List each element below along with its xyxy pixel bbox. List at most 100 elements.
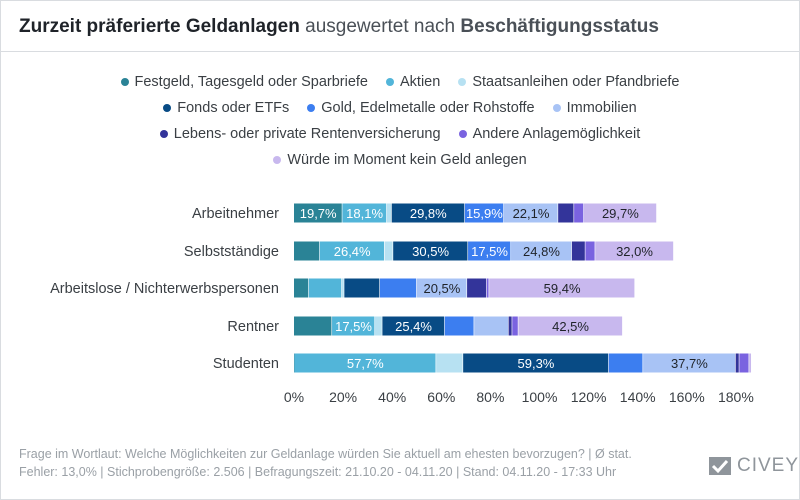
bar-segment bbox=[294, 203, 342, 223]
bar-segment bbox=[436, 353, 463, 373]
bar-segment bbox=[463, 353, 609, 373]
bar-segment bbox=[503, 203, 558, 223]
bar-segment bbox=[382, 316, 445, 336]
bar-segment bbox=[344, 278, 380, 298]
legend-item-andere: Andere Anlagemöglichkeit bbox=[458, 126, 641, 142]
legend-row-2: Fonds oder ETFs Gold, Edelmetalle oder R… bbox=[1, 100, 799, 116]
bar-segment bbox=[341, 278, 344, 298]
data-label: 26,4% bbox=[334, 244, 371, 259]
civey-logo: CIVEY bbox=[709, 455, 799, 477]
x-tick-label: 100% bbox=[522, 389, 558, 405]
bar-segment bbox=[294, 278, 309, 298]
legend-label: Fonds oder ETFs bbox=[177, 100, 290, 116]
bar-segment bbox=[486, 278, 489, 298]
legend-dot-icon bbox=[273, 156, 282, 164]
bar-segment bbox=[468, 241, 511, 261]
bar-segment bbox=[416, 278, 467, 298]
data-label: 17,5% bbox=[471, 244, 508, 259]
bar-segment bbox=[489, 278, 635, 298]
data-label: 29,7% bbox=[602, 206, 639, 221]
stacked-bar-chart: Arbeitnehmer 19,7% 18,1% 29,8% 15,9% 22,1% 29,… bbox=[50, 203, 754, 405]
legend-row-3: Lebens- oder private Rentenversicherung … bbox=[1, 126, 799, 142]
bar-segment bbox=[319, 241, 384, 261]
bar-segment bbox=[558, 203, 574, 223]
title-group: Beschäftigungsstatus bbox=[460, 16, 659, 37]
data-label: 59,4% bbox=[544, 281, 581, 296]
legend-dot-icon bbox=[307, 104, 316, 112]
bar-segment bbox=[508, 316, 512, 336]
data-label: 32,0% bbox=[616, 244, 653, 259]
x-tick-label: 60% bbox=[427, 389, 455, 405]
legend-item-aktien: Aktien bbox=[386, 74, 440, 90]
legend-label: Andere Anlagemöglichkeit bbox=[472, 126, 641, 142]
x-tick-label: 140% bbox=[620, 389, 656, 405]
bar-segment bbox=[739, 353, 749, 373]
bar-segment bbox=[595, 241, 674, 261]
bar-segment bbox=[342, 203, 387, 223]
bar-segment bbox=[464, 203, 504, 223]
legend-dot-icon bbox=[552, 104, 561, 112]
data-label: 42,5% bbox=[552, 319, 589, 334]
bar-segment bbox=[518, 316, 623, 336]
data-label: 30,5% bbox=[412, 244, 449, 259]
x-tick-label: 20% bbox=[329, 389, 357, 405]
legend-label: Würde im Moment kein Geld anlegen bbox=[287, 152, 527, 168]
legend-label: Lebens- oder private Rentenversicherung bbox=[173, 126, 441, 142]
data-label: 57,7% bbox=[347, 356, 384, 371]
bar-segment bbox=[467, 278, 487, 298]
title-main: Zurzeit präferierte Geldanlagen bbox=[19, 16, 300, 37]
bar-segment bbox=[294, 241, 320, 261]
bar-segment bbox=[643, 353, 736, 373]
legend-dot-icon bbox=[386, 78, 394, 86]
bar-segment bbox=[444, 316, 474, 336]
legend-dot-icon bbox=[159, 130, 168, 138]
x-tick-label: 80% bbox=[476, 389, 504, 405]
bar-segment bbox=[294, 353, 436, 373]
chart-title: Zurzeit präferierte Geldanlagen ausgewer… bbox=[19, 16, 659, 38]
bar-segment bbox=[571, 241, 585, 261]
bar-segment bbox=[393, 241, 468, 261]
legend-dot-icon bbox=[120, 78, 129, 86]
bar-segment bbox=[512, 316, 518, 336]
category-label: Arbeitnehmer bbox=[192, 206, 279, 222]
x-tick-label: 40% bbox=[378, 389, 406, 405]
title-divider bbox=[1, 51, 799, 52]
legend-item-immobilien: Immobilien bbox=[552, 100, 637, 116]
footer-meta: Fehler: 13,0% | Stichprobengröße: 2.506 … bbox=[19, 465, 617, 479]
legend-label: Staatsanleihen oder Pfandbriefe bbox=[472, 74, 680, 90]
data-label: 19,7% bbox=[300, 206, 337, 221]
x-tick-label: 160% bbox=[669, 389, 705, 405]
footer-question: Frage im Wortlaut: Welche Möglichkeiten … bbox=[19, 447, 632, 461]
bar-segment bbox=[308, 278, 342, 298]
data-label: 22,1% bbox=[513, 206, 550, 221]
bar-segment bbox=[384, 241, 393, 261]
legend-dot-icon bbox=[458, 130, 467, 138]
legend-item-kein-geld: Würde im Moment kein Geld anlegen bbox=[273, 152, 527, 168]
bar-segment bbox=[375, 316, 382, 336]
data-label: 59,3% bbox=[518, 356, 555, 371]
data-label: 17,5% bbox=[335, 319, 372, 334]
brand-name: CIVEY bbox=[737, 455, 800, 476]
legend-row-4: Würde im Moment kein Geld anlegen bbox=[1, 152, 799, 168]
data-label: 29,8% bbox=[410, 206, 447, 221]
bar-segment bbox=[391, 203, 465, 223]
category-label: Rentner bbox=[227, 319, 279, 335]
legend-item-gold: Gold, Edelmetalle oder Rohstoffe bbox=[307, 100, 535, 116]
bar-segment bbox=[574, 203, 584, 223]
title-connector: ausgewertet nach bbox=[299, 16, 461, 37]
bar-segment bbox=[585, 241, 595, 261]
legend-dot-icon bbox=[163, 104, 172, 112]
legend-label: Aktien bbox=[400, 74, 441, 90]
legend-dot-icon bbox=[458, 78, 467, 86]
x-tick-label: 180% bbox=[718, 389, 754, 405]
legend-item-fonds: Fonds oder ETFs bbox=[163, 100, 289, 116]
bar-segment bbox=[332, 316, 375, 336]
legend-row-1: Festgeld, Tagesgeld oder Sparbriefe Akti… bbox=[1, 74, 799, 90]
x-tick-label: 120% bbox=[571, 389, 607, 405]
category-label: Selbstständige bbox=[184, 244, 279, 260]
category-label: Arbeitslose / Nichterwerbspersonen bbox=[50, 281, 279, 297]
data-label: 18,1% bbox=[346, 206, 383, 221]
bar-segment bbox=[511, 241, 572, 261]
category-label: Studenten bbox=[213, 356, 279, 372]
x-tick-label: 0% bbox=[284, 389, 304, 405]
